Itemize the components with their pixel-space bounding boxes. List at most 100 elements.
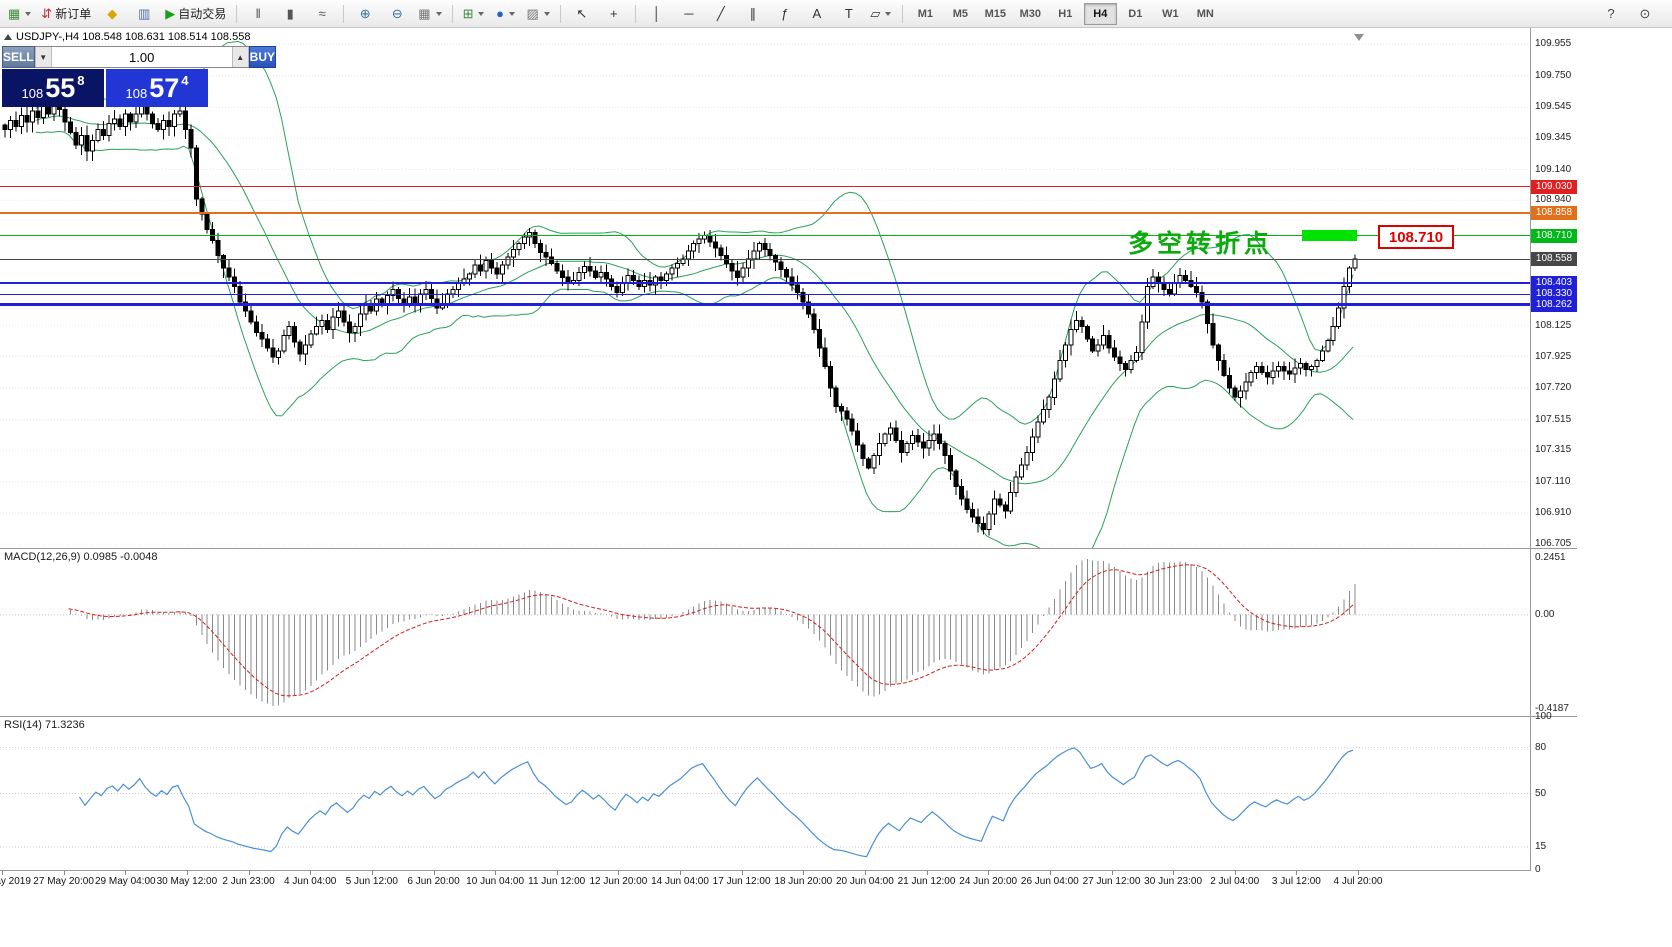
macd-chart-svg[interactable] xyxy=(0,549,1530,716)
volume-decrease-button[interactable]: ▼ xyxy=(34,47,52,67)
channel-button[interactable]: ∥ xyxy=(738,2,768,26)
new-order-button-label: 新订单 xyxy=(55,7,92,21)
toolbar-right-group: ? ⊙ xyxy=(1596,2,1660,26)
shapes-icon: ▱ xyxy=(870,6,881,21)
horizontal-level-line-108.403[interactable] xyxy=(0,281,1530,284)
cursor-button[interactable]: ↖ xyxy=(567,2,597,26)
rsi-chart-svg[interactable] xyxy=(0,717,1530,870)
axis-separator xyxy=(1531,716,1577,717)
chart-shift-marker-icon[interactable] xyxy=(1354,34,1364,41)
volume-increase-button[interactable]: ▲ xyxy=(231,47,249,67)
price-badge-109.030: 109.030 xyxy=(1531,179,1577,194)
timeframe-h4-button[interactable]: H4 xyxy=(1083,2,1117,25)
macd-pane[interactable]: MACD(12,26,9) 0.0985 -0.0048 xyxy=(0,549,1530,717)
timeframe-h1-button[interactable]: H1 xyxy=(1058,7,1073,20)
one-click-trading-panel: SELL ▼ ▲ BUY 108 55 8 108 xyxy=(2,46,277,107)
horizontal-level-line-108.858[interactable] xyxy=(0,211,1530,214)
timeframe-m15-button[interactable]: M15 xyxy=(984,7,1007,20)
zoom-out-button[interactable]: ⊖ xyxy=(382,2,412,26)
auto-trading-button[interactable]: ▶ 自动交易 xyxy=(161,2,230,26)
macd-histogram xyxy=(70,559,1356,706)
search-button[interactable]: ⊙ xyxy=(1630,2,1660,26)
horizontal-level-line-108.330[interactable] xyxy=(0,293,1530,295)
time-axis-label: 14 Jun 04:00 xyxy=(651,876,709,887)
time-tick xyxy=(248,871,250,875)
sell-price-display[interactable]: 108 55 8 xyxy=(2,69,104,107)
bar-chart-mode-button[interactable]: ‖ xyxy=(243,2,273,26)
timeframe-m1-button[interactable]: M1 xyxy=(917,7,933,20)
horizontal-line-button[interactable]: ─ xyxy=(674,2,704,26)
dropdown-arrow-icon xyxy=(435,11,442,16)
price-axis-label: 109.140 xyxy=(1535,163,1572,175)
help-button[interactable]: ? xyxy=(1596,2,1626,26)
auto-trading-icon: ▶ xyxy=(165,6,176,21)
cursor-icon: ↖ xyxy=(576,6,588,21)
price-axis-label: 107.315 xyxy=(1535,444,1572,456)
time-tick xyxy=(926,871,928,875)
horizontal-level-line-108.262[interactable] xyxy=(0,303,1530,307)
timeframe-mn-button[interactable]: MN xyxy=(1196,7,1214,20)
new-chart-button[interactable]: ▦ xyxy=(4,2,35,26)
price-pane[interactable]: USDJPY-,H4 108.548 108.631 108.514 108.5… xyxy=(0,28,1530,549)
time-tick xyxy=(680,871,681,875)
horizontal-level-line-108.558[interactable] xyxy=(0,258,1530,260)
time-tick xyxy=(433,871,435,875)
rsi-pane[interactable]: RSI(14) 71.3236 xyxy=(0,717,1530,871)
tile-windows-button[interactable]: ▦ xyxy=(414,2,445,26)
periods-icon: ● xyxy=(496,6,504,21)
price-axis[interactable]: 109.030 108.858 108.710 108.558 108.403 108.3… xyxy=(1530,28,1577,875)
toolbar-separator xyxy=(451,4,453,23)
time-axis-label: 4 Jul 20:00 xyxy=(1333,876,1383,887)
price-badge-108.710: 108.710 xyxy=(1531,228,1577,243)
time-tick xyxy=(864,871,866,875)
zoom-in-button[interactable]: ⊕ xyxy=(350,2,380,26)
volume-input[interactable] xyxy=(51,47,232,67)
time-tick xyxy=(125,871,127,875)
timeframe-d1-button[interactable]: D1 xyxy=(1128,7,1143,20)
periods-button[interactable]: ● xyxy=(491,2,521,26)
trendline-button[interactable]: ╱ xyxy=(706,2,736,26)
shapes-button[interactable]: ▱ xyxy=(866,2,896,26)
macd-label: MACD(12,26,9) 0.0985 -0.0048 xyxy=(4,551,158,563)
time-axis-label: 2 Jul 04:00 xyxy=(1210,876,1260,887)
templates-button[interactable]: ▨ xyxy=(523,2,554,26)
crosshair-button[interactable]: + xyxy=(599,2,629,26)
indicators-button[interactable]: ⊞ xyxy=(459,2,489,26)
time-axis-label: 24 May 2019 xyxy=(0,876,31,887)
buy-button[interactable]: BUY xyxy=(248,46,277,68)
label-button[interactable]: T xyxy=(834,2,864,26)
market-watch-button[interactable]: ◆ xyxy=(97,2,127,26)
dropdown-arrow-icon xyxy=(885,11,892,16)
text-button[interactable]: A xyxy=(802,2,832,26)
horizontal-level-line-109.030[interactable] xyxy=(0,186,1530,187)
sell-button[interactable]: SELL xyxy=(2,46,35,68)
annotation-highlight-bar[interactable] xyxy=(1302,230,1357,241)
vertical-line-button[interactable]: │ xyxy=(642,2,672,26)
timeframe-m30-button[interactable]: M30 xyxy=(1019,7,1042,20)
chart-area: USDJPY-,H4 108.548 108.631 108.514 108.5… xyxy=(0,28,1577,891)
annotation-price-label[interactable]: 108.710 xyxy=(1378,225,1454,249)
rsi-scale-80: 80 xyxy=(1535,741,1547,753)
candlestick-mode-button[interactable]: ▮ xyxy=(275,2,305,26)
new-order-button[interactable]: ⇵ 新订单 xyxy=(37,2,95,26)
annotation-text[interactable]: 多空转折点 xyxy=(1128,230,1274,258)
symbol-ohlc-text: USDJPY-,H4 108.548 108.631 108.514 108.5… xyxy=(16,31,251,43)
rsi-scale-15: 15 xyxy=(1535,841,1547,853)
time-axis-label: 20 Jun 04:00 xyxy=(835,876,894,887)
fibonacci-button[interactable]: ƒ xyxy=(770,2,800,26)
timeframe-m5-button[interactable]: M5 xyxy=(952,7,968,20)
time-tick xyxy=(63,871,65,875)
bollinger-lo-band xyxy=(35,130,1354,548)
line-chart-mode-button[interactable]: ≈ xyxy=(307,2,337,26)
time-axis-label: 11 Jun 12:00 xyxy=(528,876,586,887)
horizontal-level-line-108.710[interactable] xyxy=(0,235,1530,237)
timeframe-w1-button[interactable]: W1 xyxy=(1162,7,1179,20)
buy-price-display[interactable]: 108 57 4 xyxy=(106,69,208,107)
price-chart-svg[interactable] xyxy=(0,28,1530,548)
price-axis-label: 107.720 xyxy=(1535,382,1572,393)
data-window-button[interactable]: ▥ xyxy=(129,2,159,26)
time-tick xyxy=(1173,871,1175,875)
buy-price-pip: 4 xyxy=(181,73,189,88)
channel-icon: ∥ xyxy=(749,6,757,21)
